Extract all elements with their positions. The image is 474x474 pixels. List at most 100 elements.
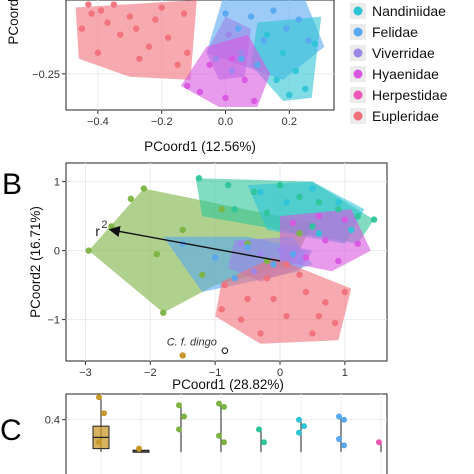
panel-b-point-hyaenidae [354,240,362,247]
panel-c-point [181,413,187,420]
panel-a-point-eupleridae [180,10,188,17]
panel-a-point-felidae [254,61,261,68]
panel-b-ytick-label: −1 [47,315,60,327]
panel-a-point-hyaenidae [241,76,248,84]
legend-label-nandiniidae: Nandiniidae [372,3,446,19]
panel-b-point-nandiniidae [335,199,342,206]
panel-b-point-viverridae [257,250,264,258]
panel-a-point-eupleridae [126,13,134,20]
panel-a-point-eupleridae [85,1,92,8]
panel-b-point-eupleridae [283,312,290,320]
panel-b-point-nandiniidae [309,185,316,192]
panel-c-point [221,403,227,410]
panel-b-point-viverridae [276,247,284,254]
panel-a-point-hyaenidae [228,55,236,62]
panel-a-point-felidae [238,55,245,62]
panel-a-point-viverridae [228,67,236,75]
panel-c-point [216,400,222,407]
panel-b-point-hyaenidae [335,257,342,265]
panel-a-ytick-label: −0.25 [32,69,60,81]
panel-a-ticks: −0.4 −0.2 0.0 0.2 −0.25 [32,69,297,128]
panel-b-point-hyaenidae [322,237,329,244]
panel-c-point [296,416,302,423]
panel-c-point [296,429,302,436]
panel-b-point-canidae_green [140,185,148,192]
panel-b-point-eupleridae [221,281,229,289]
panel-c-point [341,442,347,449]
panel-a-point-viverridae [212,55,220,62]
panel-b-ytick-label: 1 [54,177,60,189]
panel-a: −0.4 −0.2 0.0 0.2 −0.25 PCoord1 (12.56%) PCo… [6,0,335,154]
panel-a-point-hyaenidae [222,94,229,102]
panel-a-point-eupleridae [88,10,95,17]
panel-b-letter: B [2,168,22,201]
panel-b-point-felidae [244,243,251,251]
legend-key-herpestidae [353,90,363,100]
panel-c-point [256,426,262,433]
panel-a-point-viverridae [225,31,232,38]
panel-a-point-eupleridae [136,55,143,62]
panel-b-point-eupleridae [218,306,225,313]
panel-b-point-hyaenidae [341,216,349,223]
panel-b-point-nandiniidae [257,188,264,196]
panel-c-point [376,439,382,446]
panel-c-marks [92,394,382,453]
panel-a-point-nandiniidae [311,40,319,47]
panel-b-point-viverridae [237,240,245,247]
panel-a-point-hyaenidae [184,82,191,90]
panel-b-hulls [88,178,374,344]
panel-a-point-nandiniidae [302,85,309,93]
panel-b-point-felidae [270,261,277,268]
panel-b-point-canidae_teal [315,199,323,206]
panel-b-point-eupleridae [270,295,277,303]
panel-c-point [341,416,347,423]
panel-b-point-canidae_green [160,309,167,316]
r2-vector-label: r [95,224,100,239]
panel-a-point-nandiniidae [292,67,299,75]
panel-b-point-hyaenidae [302,254,310,261]
panel-c-point [101,410,107,417]
panel-b-xlabel: PCoord1 (28.82%) [172,377,284,392]
panel-b-xtick-label: −2 [144,367,157,379]
panel-b-xtick-label: −1 [209,367,222,379]
panel-b-point-canidae_green [198,271,206,278]
legend-label-felidae: Felidae [372,24,418,40]
panel-c-point [216,432,222,439]
panel-c: C 0.4 [0,393,388,474]
panel-a-point-viverridae [238,49,245,56]
panel-a-point-eupleridae [97,7,105,14]
panel-c-point [261,439,267,446]
legend-label-herpestidae: Herpestidae [372,87,448,103]
panel-b-point-viverridae [250,268,258,275]
panel-a-point-hyaenidae [196,88,204,96]
panel-a-xlabel: PCoord1 (12.56%) [144,139,256,154]
panel-a-xtick-label: 0.0 [218,116,233,128]
r2-vector-arrow [108,225,281,262]
panel-c-point [221,439,227,446]
panel-b-point-eupleridae [315,312,323,320]
panel-b-point-canidae_teal [195,174,203,182]
panel-a-point-felidae [270,7,277,14]
panel-b-point-nandiniidae [283,199,290,206]
panel-a-point-felidae [247,13,255,20]
panel-a-point-hyaenidae [206,61,213,68]
panel-c-ticks: 0.4 [45,415,66,427]
panel-a-point-felidae [305,37,312,44]
panel-a-hulls [75,0,325,108]
panel-c-point [301,423,307,430]
panel-a-point-eupleridae [94,49,102,56]
panel-a-xtick-label: −0.4 [87,116,109,128]
panel-b-point-canidae_green [85,247,92,254]
panel-a-xtick-label: −0.2 [151,116,173,128]
panel-a-point-eupleridae [117,31,124,38]
panel-b-point-canidae_green [127,195,135,203]
panel-b-point-canidae_teal [335,206,342,213]
panel-a-point-felidae [295,16,303,23]
panel-b-point-canidae_teal [296,193,303,201]
panel-a-point-nandiniidae [263,31,271,38]
panel-b-point-canidae_green [153,250,160,258]
panel-a-ylabel: PCoord2 [6,0,21,45]
panel-c-point [176,402,182,409]
r2-vector-superscript: 2 [101,219,107,231]
panel-c-letter: C [0,414,22,447]
